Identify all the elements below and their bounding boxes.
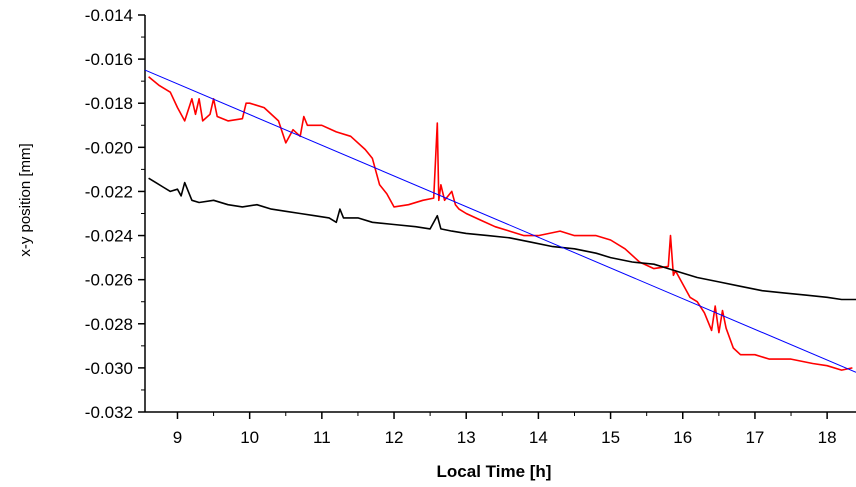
x-tick-group: 9 10 11 12 13 14 15 16 17 18 [173,412,837,447]
y-tick-label: -0.030 [85,359,133,378]
y-tick-label: -0.024 [85,227,133,246]
y-tick-label: -0.026 [85,271,133,290]
x-tick-label: 15 [601,428,620,447]
x-tick-label: 14 [529,428,548,447]
y-tick-label: -0.014 [85,6,133,25]
x-tick-label: 17 [745,428,764,447]
series-red-line [148,76,853,371]
series-blue-fit-line [144,69,856,373]
x-tick-label: 10 [240,428,259,447]
x-tick-label: 13 [457,428,476,447]
x-tick-label: 18 [818,428,837,447]
x-tick-label: 12 [385,428,404,447]
y-tick-label: -0.032 [85,403,133,422]
x-axis: 9 10 11 12 13 14 15 16 17 18 Local Time [h] [145,411,856,481]
x-tick-label: 16 [673,428,692,447]
x-tick-label: 11 [313,428,331,447]
y-tick-label: -0.016 [85,50,133,69]
series-black-line [148,177,856,301]
y-axis: -0.032 -0.030 -0.028 -0.026 -0.024 -0.022 -0.0… [17,6,146,422]
y-axis-title: x-y position [mm] [17,143,34,256]
y-tick-label: -0.022 [85,182,133,201]
x-axis-title: Local Time [h] [437,462,552,481]
series-group [144,69,856,373]
y-tick-group: -0.032 -0.030 -0.028 -0.026 -0.024 -0.022 -0.0… [85,6,145,422]
y-tick-label: -0.018 [85,94,133,113]
x-tick-label: 9 [173,428,182,447]
y-tick-label: -0.020 [85,138,133,157]
y-tick-label: -0.028 [85,315,133,334]
